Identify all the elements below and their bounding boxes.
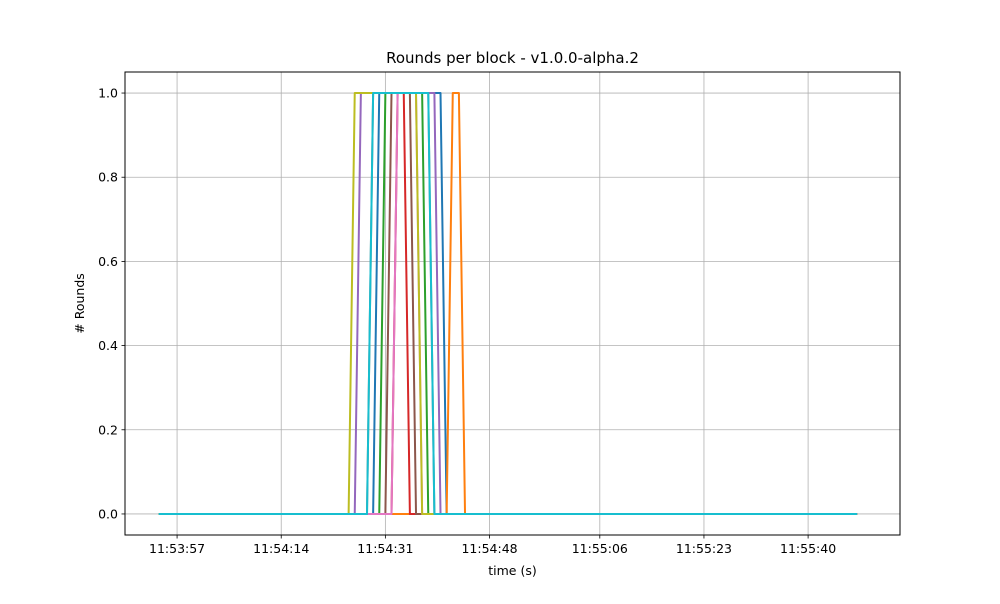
y-tick-label: 0.4 [98, 338, 118, 353]
plot-area [124, 71, 901, 536]
y-tick-label: 0.2 [98, 422, 118, 437]
plot-frame [124, 71, 901, 536]
x-tick-label: 11:54:14 [253, 541, 309, 556]
x-tick-label: 11:55:06 [572, 541, 628, 556]
y-tick-label: 0.6 [98, 254, 118, 269]
y-tick-label: 0.0 [98, 506, 118, 521]
y-tick-label: 1.0 [98, 86, 118, 101]
y-tick-label: 0.8 [98, 170, 118, 185]
x-axis: 11:53:57 11:54:14 11:54:31 11:54:48 11:55:06… [149, 535, 836, 556]
x-tick-label: 11:54:31 [357, 541, 413, 556]
series-layer [158, 92, 858, 515]
x-tick-label: 11:54:48 [461, 541, 517, 556]
plot-background [125, 72, 900, 535]
y-axis: 0.0 0.2 0.4 0.6 0.8 1.0 [98, 86, 125, 521]
x-tick-label: 11:53:57 [149, 541, 205, 556]
series-line-10 [158, 92, 858, 515]
x-tick-label: 11:55:23 [676, 541, 732, 556]
x-axis-label: time (s) [488, 563, 536, 578]
chart-title: Rounds per block - v1.0.0-alpha.2 [386, 49, 639, 67]
x-tick-label: 11:55:40 [780, 541, 836, 556]
y-axis-label: # Rounds [72, 273, 87, 334]
